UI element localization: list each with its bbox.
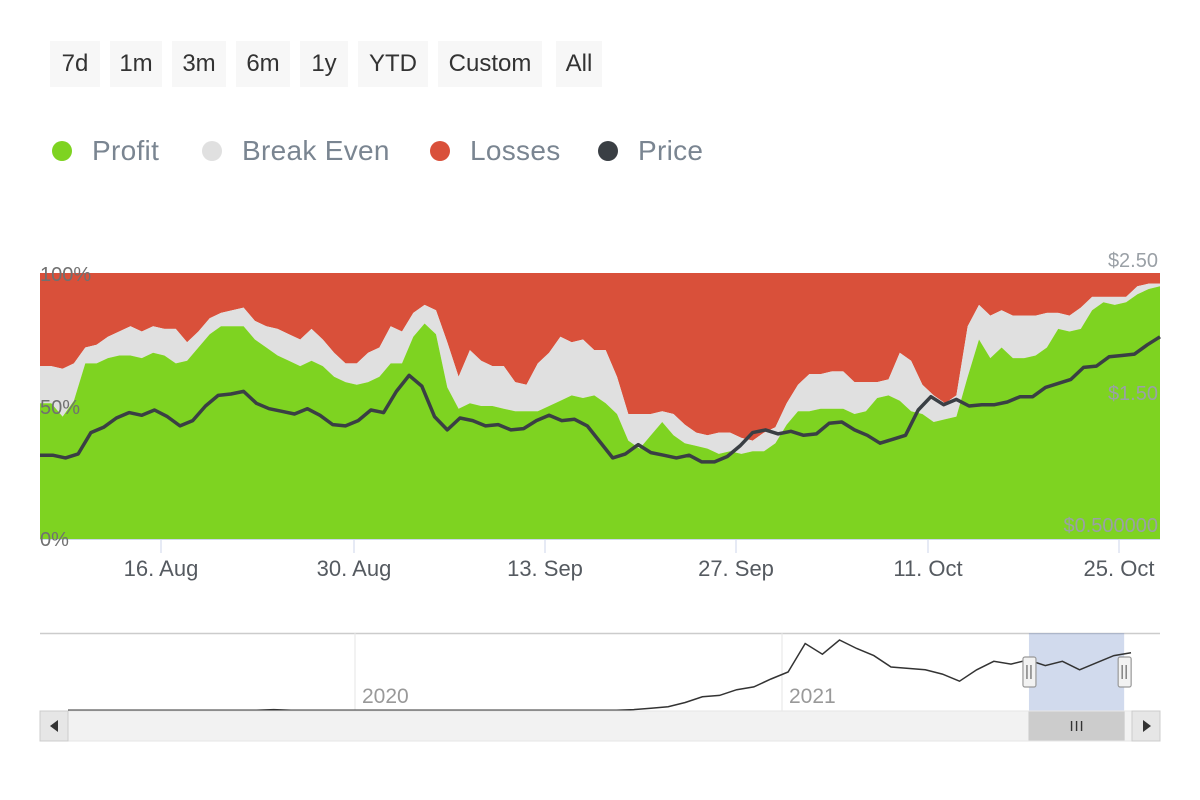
axis-labels: 16. Aug 30. Aug 13. Sep 27. Sep 11. Oct 25. O…	[40, 250, 1158, 581]
y-left-tick-label: 100%	[40, 264, 91, 286]
legend-item-profit[interactable]: Profit	[52, 130, 159, 172]
legend-item-break-even[interactable]: Break Even	[202, 130, 390, 172]
navigator-year-label: 2021	[789, 685, 836, 708]
navigator-left-handle[interactable]	[1022, 656, 1037, 688]
legend-marker-icon	[52, 141, 72, 161]
y-right-tick-label: $1.50	[1108, 383, 1158, 405]
range-button-7d[interactable]: 7d	[50, 41, 100, 87]
range-button-1m[interactable]: 1m	[110, 41, 162, 87]
navigator-series-line	[68, 639, 1132, 712]
legend-label: Break Even	[242, 135, 390, 166]
range-button-6m[interactable]: 6m	[236, 41, 290, 87]
legend-label: Losses	[470, 135, 561, 166]
legend-label: Profit	[92, 135, 160, 166]
legend-label: Price	[638, 135, 704, 166]
range-button-1y[interactable]: 1y	[300, 41, 348, 87]
scroll-thumb[interactable]	[1028, 711, 1125, 741]
y-left-tick-label: 0%	[40, 529, 69, 551]
y-left-tick-label: 50%	[40, 397, 80, 419]
x-tick-label: 25. Oct	[1084, 556, 1155, 581]
scroll-left-button[interactable]	[39, 710, 69, 742]
legend-marker-icon	[202, 141, 222, 161]
x-tick-label: 16. Aug	[124, 556, 199, 581]
x-tick-label: 13. Sep	[507, 556, 583, 581]
navigator-scrollbar[interactable]	[39, 710, 1161, 742]
series-area-losses	[40, 273, 1160, 441]
navigator-selected-window[interactable]	[1028, 633, 1125, 711]
legend-item-losses[interactable]: Losses	[430, 130, 561, 172]
y-right-tick-label: $0.500000	[1063, 515, 1158, 537]
series-line-price	[40, 335, 1161, 464]
series-area-break-even	[40, 283, 1160, 454]
chevron-left-icon	[50, 720, 58, 732]
x-tick-label: 11. Oct	[893, 556, 962, 581]
series-area-profit	[40, 286, 1160, 539]
range-button-custom[interactable]: Custom	[438, 41, 542, 87]
y-right-tick-label: $2.50	[1108, 250, 1158, 272]
navigator-year-label: 2020	[362, 685, 409, 708]
x-tick-label: 30. Aug	[317, 556, 392, 581]
range-button-3m[interactable]: 3m	[172, 41, 226, 87]
range-button-ytd[interactable]: YTD	[358, 41, 428, 87]
legend-marker-icon	[598, 141, 618, 161]
scroll-right-button[interactable]	[1131, 710, 1161, 742]
x-tick-label: 27. Sep	[698, 556, 774, 581]
main-plot	[40, 273, 1161, 540]
legend-marker-icon	[430, 141, 450, 161]
range-button-all[interactable]: All	[556, 41, 602, 87]
navigator-right-handle[interactable]	[1117, 656, 1132, 688]
navigator: 2020 2021	[39, 632, 1161, 742]
chevron-right-icon	[1143, 720, 1151, 732]
legend-item-price[interactable]: Price	[598, 130, 703, 172]
